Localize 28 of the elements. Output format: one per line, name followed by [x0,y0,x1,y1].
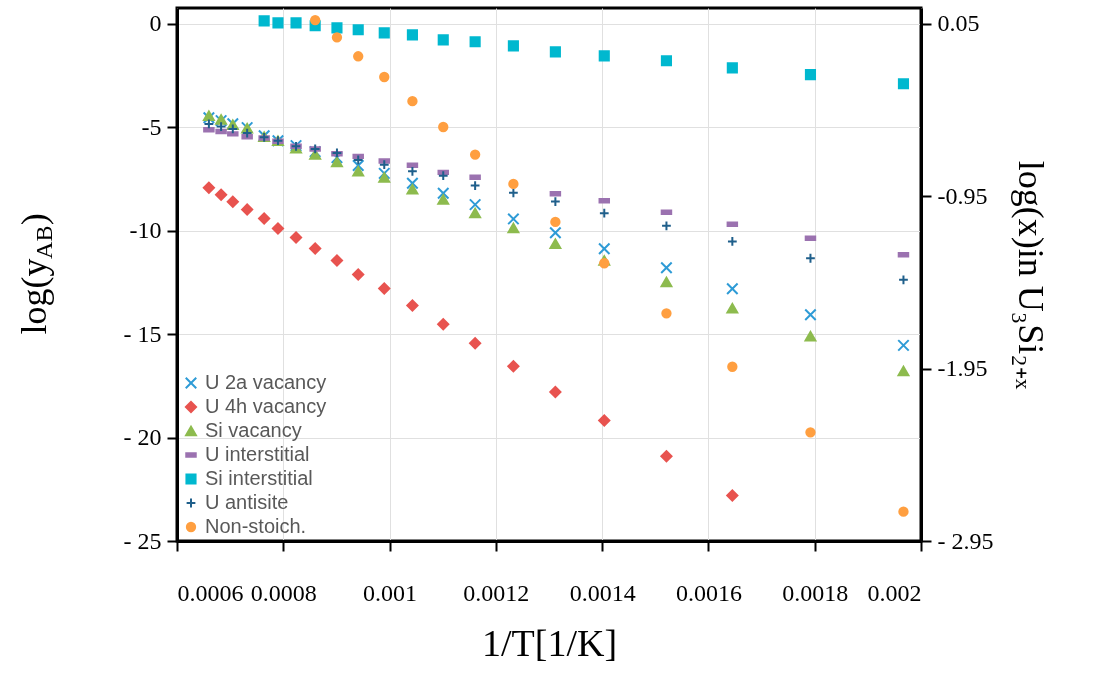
y-tick-label: 0 [149,10,162,37]
legend-label: Non-stoich. [205,515,307,537]
y-axis-title: log(yAB) [14,213,57,335]
legend-label: U 4h vacancy [205,395,327,417]
y2-tick-label: 0.05 [937,10,980,37]
y-tick-label: - 15 [123,320,162,347]
x-tick-label: 0.0006 [177,579,244,606]
x-tick-label: 0.001 [363,579,418,606]
x-tick-label: 0.0014 [569,579,636,606]
legend-label: U interstitial [205,443,310,465]
legend-label: U antisite [205,491,289,513]
legend-label: Si interstitial [205,467,313,489]
x-tick-label: 0.0016 [675,579,742,606]
y2-tick-label: - 2.95 [937,527,994,554]
x-tick-label: 0.002 [867,579,922,606]
y-tick-label: -10 [129,217,162,244]
legend-label: U 2a vacancy [205,371,327,393]
y-tick-label: -5 [141,113,162,140]
y-tick-label: - 20 [123,424,162,450]
y2-tick-label: -1.95 [937,355,988,382]
x-tick-label: 0.0018 [782,579,849,606]
legend-label: Si vacancy [205,419,302,441]
x-tick-label: 0.0008 [250,579,317,606]
y2-tick-label: -0.95 [937,182,988,209]
x-tick-label: 0.0012 [463,579,530,606]
y2-axis-title: log(x)in U₃Si₂₊ₓ [1011,160,1052,390]
x-axis-title: 1/T[1/K] [481,621,618,664]
y-tick-label: - 25 [123,527,162,554]
